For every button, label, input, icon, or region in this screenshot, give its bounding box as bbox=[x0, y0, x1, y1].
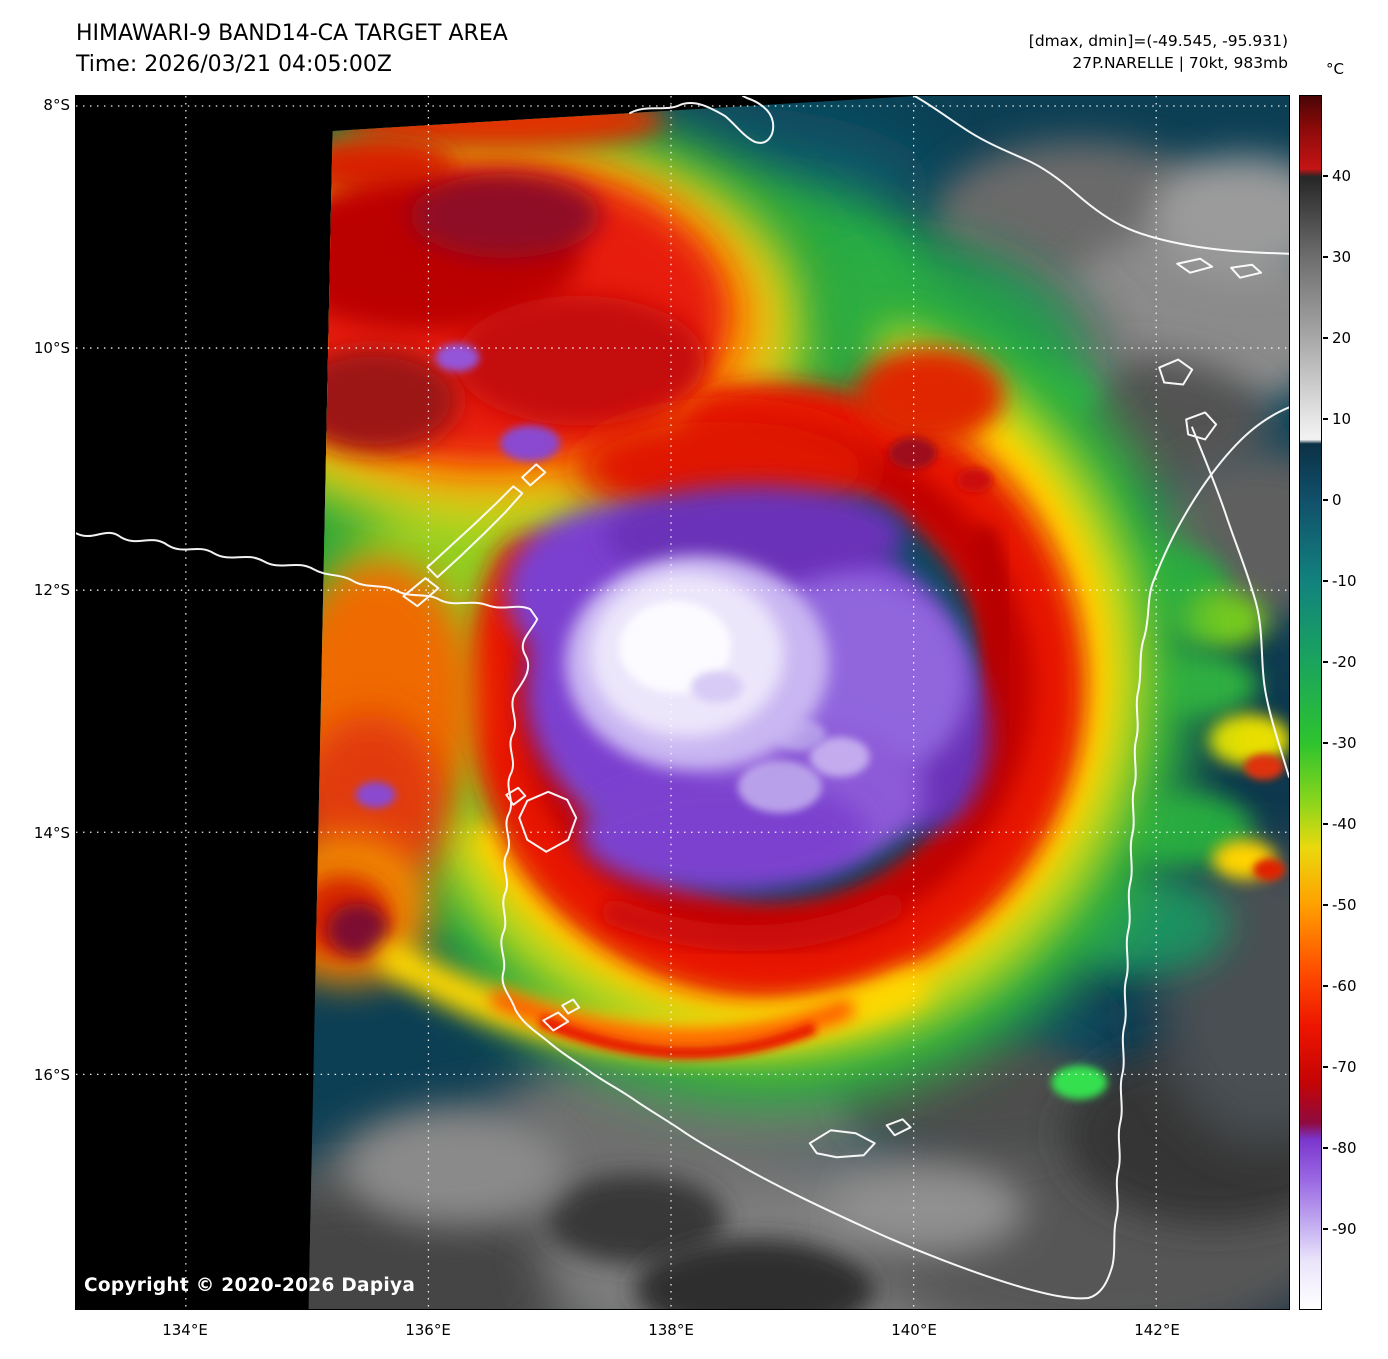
data-swath bbox=[308, 96, 1289, 1309]
colorbar-tick-mark bbox=[1323, 742, 1328, 744]
colorbar-tick-label: -40 bbox=[1332, 815, 1357, 833]
colorbar-tick-label: 10 bbox=[1332, 410, 1352, 428]
colorbar-tick-label: 0 bbox=[1332, 491, 1342, 509]
colorbar-tick-mark bbox=[1323, 823, 1328, 825]
colorbar-tick-label: -30 bbox=[1332, 734, 1357, 752]
lon-tick-label: 138°E bbox=[648, 1321, 694, 1339]
satellite-image bbox=[76, 96, 1289, 1309]
coastlines bbox=[76, 96, 1289, 1300]
colorbar-tick-label: -10 bbox=[1332, 572, 1357, 590]
lon-tick-label: 140°E bbox=[891, 1321, 937, 1339]
page-title: HIMAWARI-9 BAND14-CA TARGET AREA bbox=[76, 21, 508, 46]
lat-tick-label: 14°S bbox=[33, 823, 70, 842]
colorbar-tick-mark bbox=[1323, 175, 1328, 177]
lon-tick-label: 136°E bbox=[405, 1321, 451, 1339]
colorbar-tick-mark bbox=[1323, 1147, 1328, 1149]
coastline-east-cape bbox=[1191, 426, 1289, 778]
colorbar bbox=[1299, 95, 1322, 1310]
colorbar-gradient bbox=[1300, 96, 1321, 1309]
lon-tick-label: 142°E bbox=[1134, 1321, 1180, 1339]
colorbar-tick-label: 30 bbox=[1332, 248, 1352, 266]
colorbar-tick-mark bbox=[1323, 1066, 1328, 1068]
storm-info: 27P.NARELLE | 70kt, 983mb bbox=[1072, 54, 1288, 72]
colorbar-tick-label: -50 bbox=[1332, 896, 1357, 914]
satellite-map-plot: Copyright © 2020-2026 Dapiya bbox=[75, 95, 1290, 1310]
colorbar-tick-mark bbox=[1323, 499, 1328, 501]
header-right: [dmax, dmin]=(-49.545, -95.931) 27P.NARE… bbox=[1029, 30, 1288, 74]
colorbar-tick-mark bbox=[1323, 580, 1328, 582]
lat-tick-label: 16°S bbox=[33, 1066, 70, 1084]
colorbar-unit-label: °C bbox=[1326, 60, 1344, 78]
colorbar-tick-mark bbox=[1323, 337, 1328, 339]
colorbar-tick-mark bbox=[1323, 904, 1328, 906]
colorbar-tick-label: -80 bbox=[1332, 1139, 1357, 1157]
dmax-dmin-readout: [dmax, dmin]=(-49.545, -95.931) bbox=[1028, 32, 1288, 50]
cyclone-cold-core bbox=[565, 555, 829, 771]
colorbar-tick-label: 40 bbox=[1332, 167, 1352, 185]
colorbar-tick-label: -90 bbox=[1332, 1220, 1357, 1238]
island-outlines bbox=[402, 257, 1263, 1159]
colorbar-tick-label: -20 bbox=[1332, 653, 1357, 671]
header-left: HIMAWARI-9 BAND14-CA TARGET AREA Time: 2… bbox=[76, 18, 508, 80]
lat-tick-label: 10°S bbox=[33, 338, 70, 357]
colorbar-tick-label: -70 bbox=[1332, 1058, 1357, 1076]
lat-tick-label: 8°S bbox=[43, 96, 70, 114]
colorbar-tick-label: -60 bbox=[1332, 977, 1357, 995]
lon-tick-label: 134°E bbox=[162, 1321, 208, 1339]
coastline-new-guinea-east bbox=[913, 96, 1289, 255]
western-warm-patches bbox=[308, 560, 476, 985]
copyright-text: Copyright © 2020-2026 Dapiya bbox=[84, 1275, 416, 1296]
colorbar-tick-label: 20 bbox=[1332, 329, 1352, 347]
timestamp: Time: 2026/03/21 04:05:00Z bbox=[76, 52, 392, 77]
lat-tick-label: 12°S bbox=[33, 581, 70, 599]
colorbar-tick-mark bbox=[1323, 661, 1328, 663]
colorbar-tick-mark bbox=[1323, 985, 1328, 987]
colorbar-tick-mark bbox=[1323, 1228, 1328, 1230]
colorbar-tick-mark bbox=[1323, 418, 1328, 420]
colorbar-tick-mark bbox=[1323, 256, 1328, 258]
coastline-mainland bbox=[76, 406, 1289, 1300]
